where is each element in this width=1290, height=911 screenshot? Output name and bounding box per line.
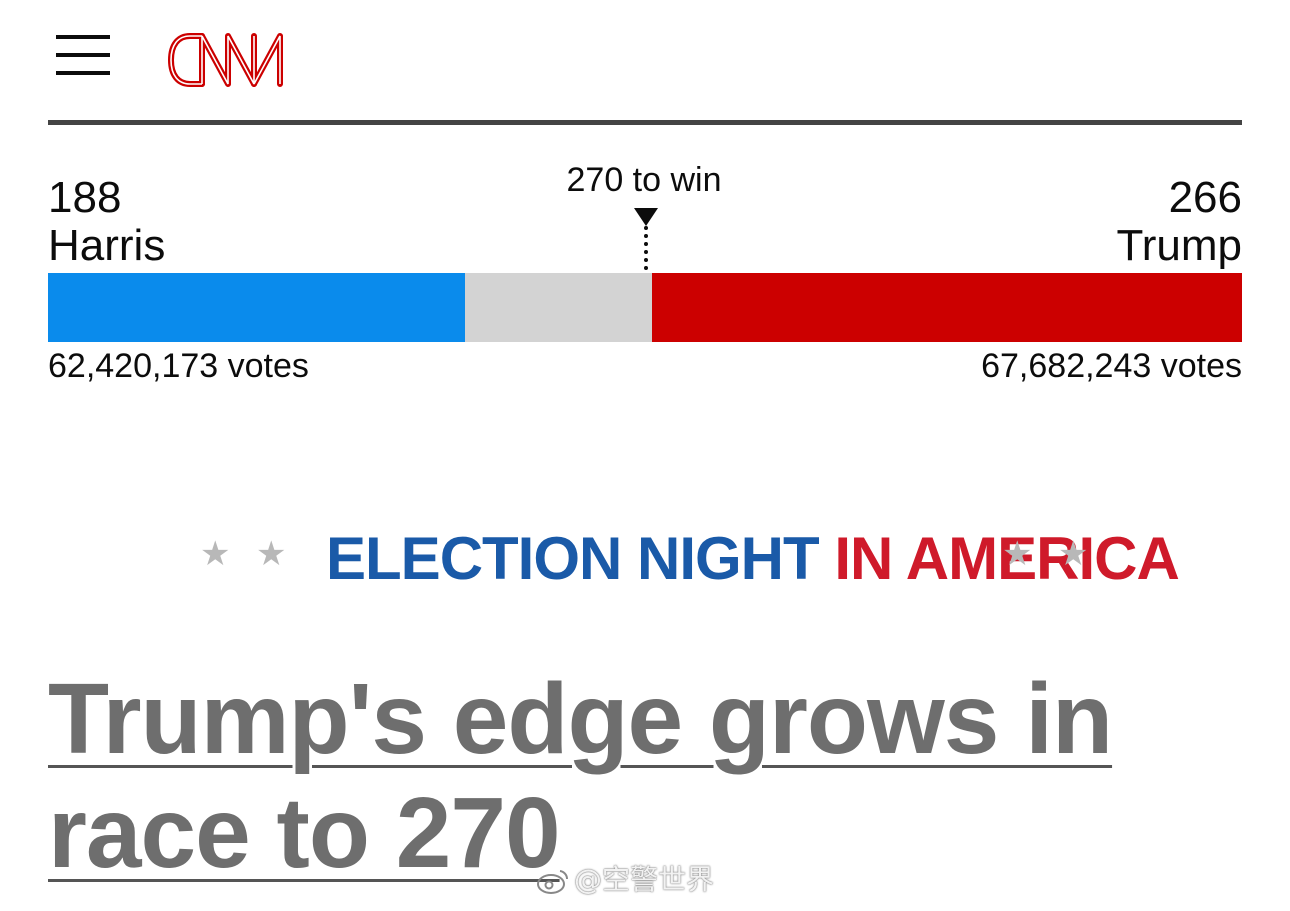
star-icon: ★ <box>256 535 287 573</box>
threshold-arrow-icon <box>634 208 658 226</box>
trump-summary: 266 Trump <box>1117 174 1243 270</box>
star-icon: ★ <box>200 535 231 573</box>
electoral-vote-bar <box>48 273 1242 342</box>
headline-text[interactable]: Trump's edge grows in race to 270 <box>48 663 1113 889</box>
trump-bar-segment <box>651 273 1242 342</box>
header-divider <box>48 120 1242 125</box>
banner-title-part1: ELECTION NIGHT <box>326 525 820 592</box>
election-night-banner: ★ ★ ELECTION NIGHT IN AMERICA ★ ★ <box>0 514 1290 594</box>
harris-summary: 188 Harris <box>48 174 165 270</box>
star-icon: ★ <box>1002 535 1033 573</box>
harris-bar-segment <box>48 273 466 342</box>
headline-link[interactable]: Trump's edge grows in race to 270 <box>48 662 1248 890</box>
weibo-watermark: @空警世界 <box>536 860 714 900</box>
harris-name: Harris <box>48 221 166 270</box>
trump-electoral-votes: 266 <box>1168 173 1242 222</box>
trump-name: Trump <box>1116 221 1243 270</box>
harris-popular-votes: 62,420,173 votes <box>48 347 309 385</box>
hamburger-menu-icon[interactable] <box>56 35 112 79</box>
cnn-logo[interactable] <box>166 26 308 94</box>
watermark-text: @空警世界 <box>574 863 715 896</box>
weibo-logo-icon <box>537 870 569 894</box>
star-icon: ★ <box>1058 535 1089 573</box>
trump-popular-votes: 67,682,243 votes <box>981 347 1242 385</box>
banner-title-part2: IN AMERICA <box>834 525 1179 592</box>
harris-electoral-votes: 188 <box>48 173 122 222</box>
banner-title: ELECTION NIGHT IN AMERICA <box>326 525 1180 592</box>
threshold-label: 270 to win <box>566 161 722 199</box>
